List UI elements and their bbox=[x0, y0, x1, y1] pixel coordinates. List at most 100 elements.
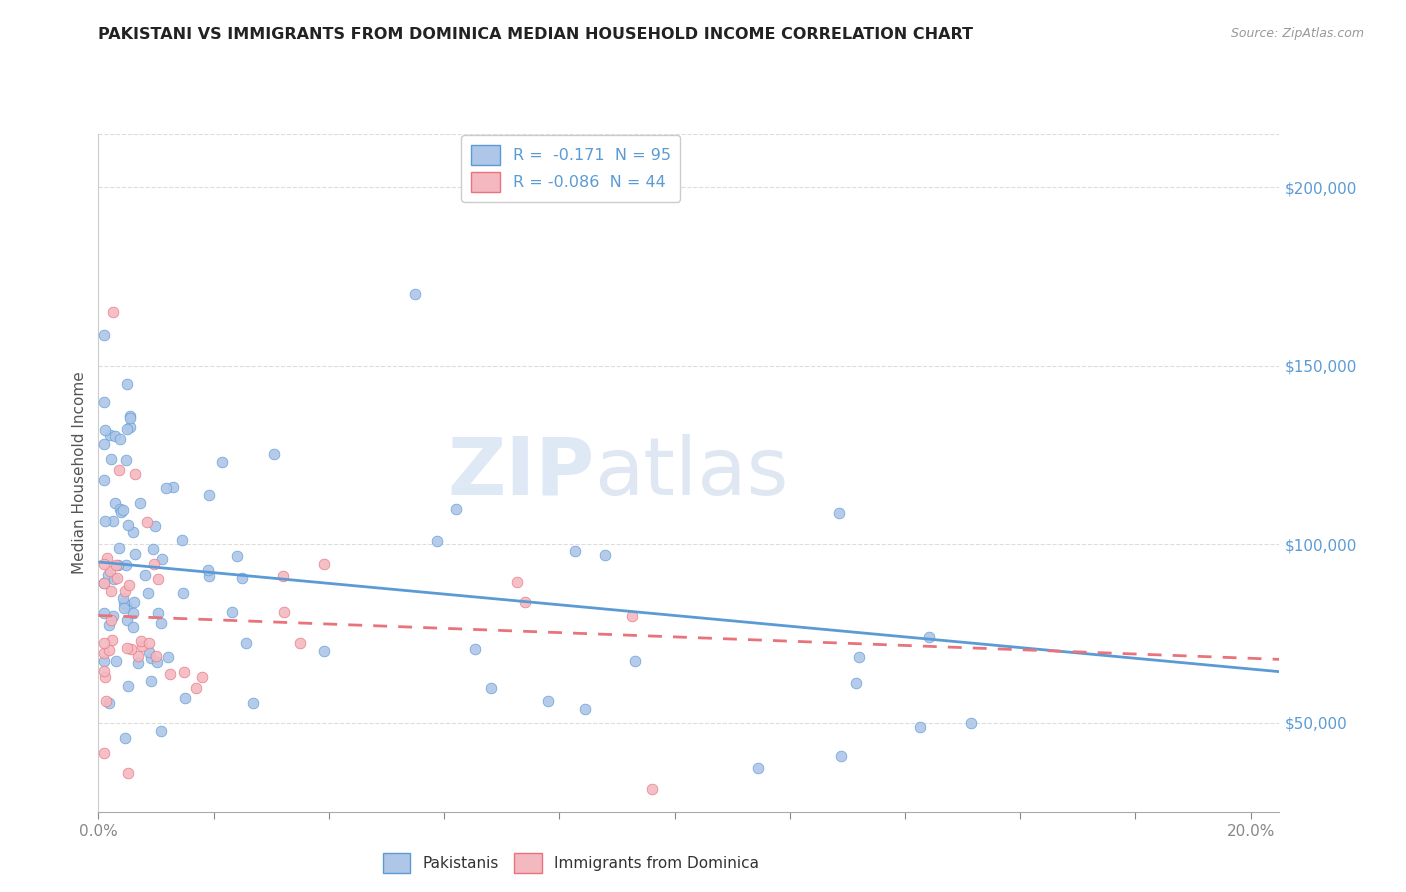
Point bbox=[162, 480, 184, 494]
Point bbox=[595, 548, 617, 562]
Point bbox=[94, 670, 117, 684]
Point bbox=[93, 664, 115, 678]
Point bbox=[110, 505, 132, 519]
Point bbox=[97, 568, 120, 582]
Point bbox=[136, 586, 159, 600]
Point bbox=[105, 570, 128, 584]
Point bbox=[131, 639, 153, 653]
Point bbox=[97, 643, 120, 657]
Point bbox=[114, 584, 136, 599]
Point bbox=[108, 432, 131, 446]
Point bbox=[149, 724, 172, 739]
Point bbox=[93, 437, 115, 451]
Point bbox=[93, 654, 115, 668]
Point bbox=[225, 549, 247, 564]
Point bbox=[111, 591, 134, 606]
Point bbox=[112, 596, 135, 610]
Point bbox=[537, 694, 560, 708]
Point bbox=[98, 618, 121, 632]
Point bbox=[142, 542, 165, 557]
Point bbox=[172, 533, 194, 548]
Point bbox=[848, 650, 870, 665]
Point bbox=[117, 613, 139, 627]
Point bbox=[444, 502, 467, 516]
Point bbox=[107, 558, 129, 573]
Point bbox=[263, 447, 285, 461]
Point bbox=[312, 643, 335, 657]
Point bbox=[93, 746, 115, 760]
Point bbox=[115, 453, 138, 467]
Point bbox=[184, 681, 207, 695]
Point bbox=[94, 423, 117, 437]
Point bbox=[94, 514, 117, 528]
Point bbox=[115, 422, 138, 436]
Point bbox=[93, 575, 115, 590]
Point bbox=[464, 642, 486, 657]
Point bbox=[103, 572, 125, 586]
Point bbox=[174, 691, 197, 706]
Text: atlas: atlas bbox=[595, 434, 789, 512]
Point bbox=[115, 640, 138, 655]
Point bbox=[172, 586, 194, 600]
Point bbox=[404, 287, 426, 301]
Point bbox=[101, 633, 124, 648]
Point bbox=[155, 481, 177, 495]
Point bbox=[908, 720, 931, 734]
Point bbox=[146, 606, 169, 620]
Point bbox=[271, 569, 294, 583]
Point bbox=[121, 606, 143, 620]
Text: ZIP: ZIP bbox=[447, 434, 595, 512]
Point bbox=[104, 654, 127, 668]
Point bbox=[104, 558, 127, 572]
Point bbox=[827, 506, 849, 520]
Point bbox=[574, 702, 596, 716]
Point bbox=[288, 636, 311, 650]
Point bbox=[115, 558, 138, 572]
Point bbox=[191, 670, 214, 684]
Point bbox=[135, 515, 157, 529]
Point bbox=[747, 761, 769, 775]
Point bbox=[108, 541, 131, 555]
Point bbox=[198, 568, 221, 582]
Point bbox=[93, 473, 115, 487]
Point bbox=[120, 411, 142, 425]
Point bbox=[118, 409, 141, 423]
Point bbox=[640, 781, 662, 796]
Point bbox=[273, 605, 295, 619]
Point bbox=[121, 525, 143, 540]
Point bbox=[121, 620, 143, 634]
Point bbox=[122, 595, 145, 609]
Point bbox=[108, 501, 131, 516]
Point bbox=[314, 557, 336, 571]
Point bbox=[479, 681, 502, 696]
Point bbox=[242, 696, 264, 710]
Point bbox=[93, 395, 115, 409]
Point bbox=[231, 571, 253, 585]
Point bbox=[173, 665, 195, 680]
Point bbox=[159, 667, 181, 681]
Point bbox=[134, 568, 156, 582]
Point bbox=[139, 674, 162, 689]
Point bbox=[149, 615, 172, 630]
Point bbox=[198, 488, 221, 502]
Point bbox=[93, 575, 115, 590]
Point bbox=[101, 305, 124, 319]
Point bbox=[117, 679, 139, 693]
Point bbox=[128, 496, 150, 510]
Point bbox=[235, 636, 257, 650]
Point bbox=[138, 645, 160, 659]
Point bbox=[115, 599, 138, 613]
Point bbox=[117, 518, 139, 533]
Point bbox=[115, 376, 138, 391]
Point bbox=[143, 558, 166, 572]
Point bbox=[100, 451, 122, 466]
Point bbox=[108, 463, 131, 477]
Point bbox=[141, 651, 163, 665]
Point bbox=[98, 696, 121, 710]
Point bbox=[103, 514, 125, 528]
Point bbox=[112, 601, 135, 615]
Point bbox=[101, 608, 124, 623]
Point bbox=[131, 633, 153, 648]
Point bbox=[93, 606, 115, 620]
Point bbox=[93, 558, 115, 572]
